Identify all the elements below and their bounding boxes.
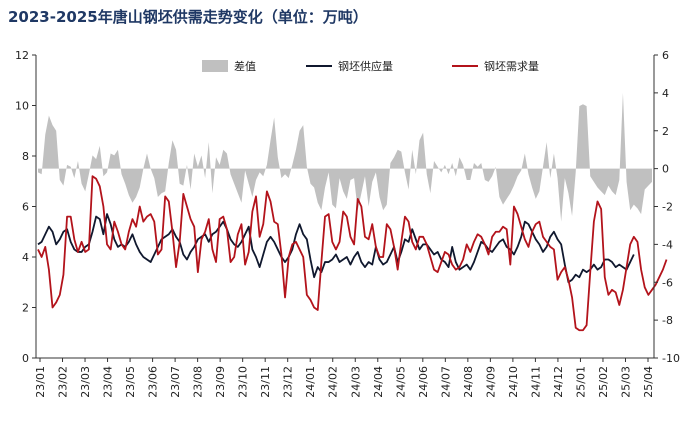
x-tick-label: 24/01 <box>304 366 317 398</box>
series-line-2 <box>37 175 668 332</box>
series-area-diff <box>38 92 652 222</box>
x-tick-label: 23/11 <box>259 366 272 398</box>
legend-swatch-diff <box>202 60 228 72</box>
y-left-tick-label: 2 <box>22 302 29 315</box>
y-right-tick-label: -8 <box>662 314 673 327</box>
x-tick-label: 23/10 <box>237 366 250 398</box>
y-right-tick-label: -6 <box>662 276 673 289</box>
x-tick-label: 24/11 <box>529 366 542 398</box>
y-right-tick-label: 4 <box>662 87 669 100</box>
y-right-tick-label: -4 <box>662 238 673 251</box>
x-tick-label: 23/06 <box>147 366 160 398</box>
x-tick-label: 23/12 <box>282 366 295 398</box>
x-tick-label: 25/04 <box>642 366 655 398</box>
y-left-tick-label: 6 <box>22 201 29 214</box>
x-tick-label: 25/03 <box>619 366 632 398</box>
legend-label-1: 钢坯供应量 <box>338 59 393 73</box>
y-left-tick-label: 0 <box>22 352 29 365</box>
x-tick-label: 25/02 <box>597 366 610 398</box>
x-tick-label: 24/06 <box>417 366 430 398</box>
x-tick-label: 23/07 <box>169 366 182 398</box>
legend-label-2: 钢坯需求量 <box>484 60 539 73</box>
x-tick-label: 24/05 <box>394 366 407 398</box>
x-tick-label: 24/07 <box>439 366 452 398</box>
legend-label-0: 差值 <box>234 59 256 73</box>
x-tick-label: 25/01 <box>574 366 587 398</box>
x-tick-label: 23/05 <box>124 366 137 398</box>
x-tick-label: 24/08 <box>462 366 475 398</box>
y-left-tick-label: 12 <box>15 49 29 62</box>
y-right-tick-label: -10 <box>662 352 680 365</box>
x-tick-label: 24/03 <box>349 366 362 398</box>
x-tick-label: 23/02 <box>57 366 70 398</box>
y-right-tick-label: 0 <box>662 163 669 176</box>
x-tick-label: 24/12 <box>552 366 565 398</box>
y-left-tick-label: 10 <box>15 100 29 113</box>
y-left-tick-label: 8 <box>22 150 29 163</box>
y-right-tick-label: 6 <box>662 49 669 62</box>
y-right-tick-label: -2 <box>662 201 673 214</box>
x-tick-label: 23/04 <box>102 366 115 398</box>
x-tick-label: 23/09 <box>214 366 227 398</box>
y-left-tick-label: 4 <box>22 251 29 264</box>
chart-title: 2023-2025年唐山钢坯供需走势变化（单位：万吨） <box>8 8 368 26</box>
x-tick-label: 23/08 <box>192 366 205 398</box>
series-line-1 <box>37 213 635 284</box>
x-tick-label: 24/09 <box>484 366 497 398</box>
y-right-tick-label: 2 <box>662 125 669 138</box>
x-tick-label: 23/01 <box>34 366 47 398</box>
x-tick-label: 23/03 <box>79 366 92 398</box>
x-tick-label: 24/10 <box>507 366 520 398</box>
x-tick-label: 24/02 <box>327 366 340 398</box>
x-tick-label: 24/04 <box>372 366 385 398</box>
